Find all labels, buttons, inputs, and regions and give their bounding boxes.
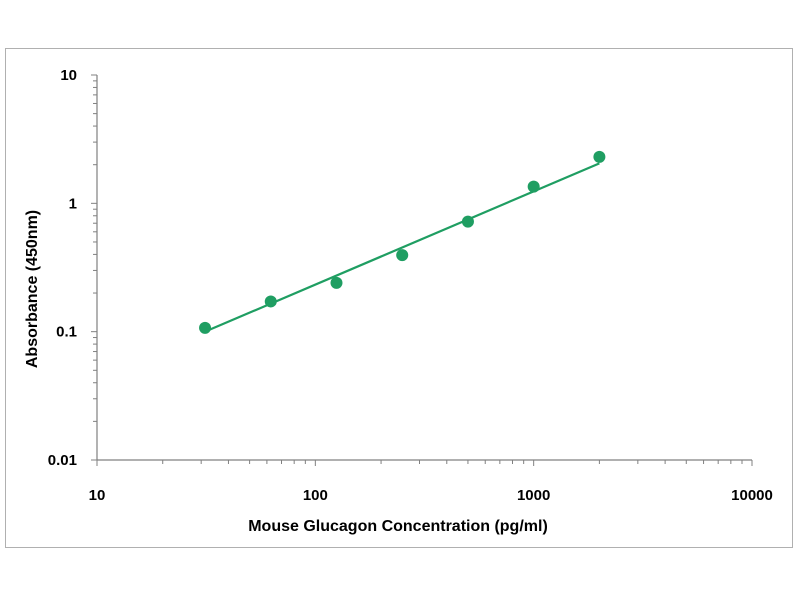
data-point bbox=[527, 180, 540, 193]
tick-labels: 10 100 1000 10000 0.01 0.1 1 10 bbox=[48, 67, 773, 504]
x-tick-label: 10 bbox=[89, 487, 106, 504]
data-point bbox=[396, 249, 409, 262]
x-tick-label: 100 bbox=[303, 487, 328, 504]
ticks bbox=[91, 74, 753, 466]
data-point bbox=[461, 215, 474, 228]
y-tick-label: 0.01 bbox=[48, 452, 77, 469]
x-tick-label: 1000 bbox=[517, 487, 550, 504]
x-tick-label: 10000 bbox=[731, 487, 773, 504]
axes bbox=[96, 75, 752, 461]
y-tick-label: 0.1 bbox=[56, 324, 77, 341]
data-point bbox=[264, 295, 277, 308]
y-tick-label: 1 bbox=[69, 195, 77, 212]
data-point bbox=[199, 321, 212, 334]
data-point bbox=[330, 276, 343, 289]
y-axis-title: Absorbance (450nm) bbox=[24, 210, 41, 368]
fit-line bbox=[204, 162, 600, 333]
chart-frame bbox=[5, 48, 793, 548]
series bbox=[199, 150, 606, 334]
x-axis-title: Mouse Glucagon Concentration (pg/ml) bbox=[248, 518, 548, 535]
data-point bbox=[593, 150, 606, 163]
y-tick-label: 10 bbox=[60, 67, 77, 84]
